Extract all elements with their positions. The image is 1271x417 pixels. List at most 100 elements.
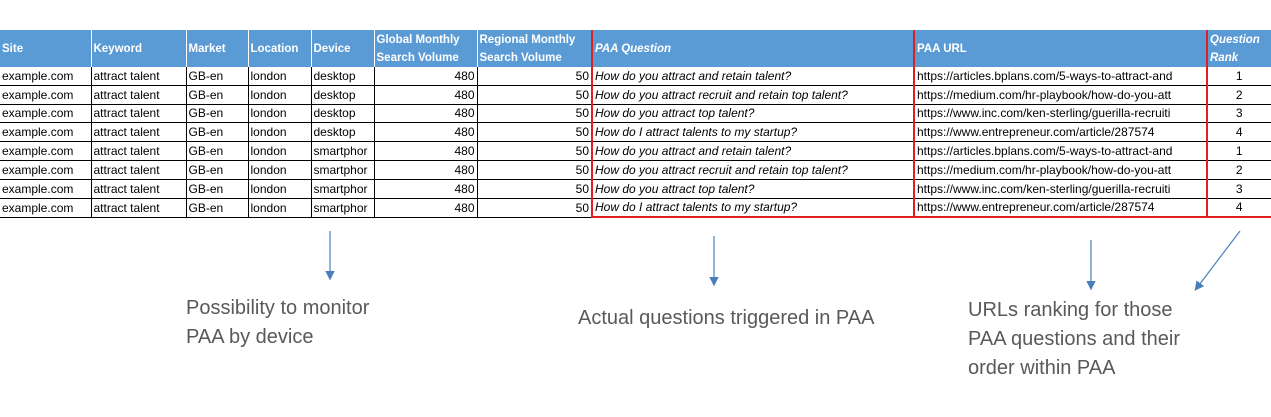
table-cell: GB-en — [186, 67, 249, 86]
table-cell: attract talent — [91, 67, 187, 86]
column-header: Site — [0, 30, 92, 67]
table-cell: https://www.inc.com/ken-sterling/guerill… — [913, 104, 1208, 124]
table-cell: example.com — [0, 179, 92, 199]
table-cell: https://articles.bplans.com/5-ways-to-at… — [913, 67, 1208, 86]
table-cell: desktop — [311, 122, 375, 143]
table-cell: 480 — [374, 160, 478, 180]
column-header: Location — [248, 30, 312, 67]
column-header: Global Monthly Search Volume — [374, 30, 478, 67]
table-cell: london — [248, 141, 312, 161]
table-cell: GB-en — [186, 160, 249, 180]
annotation-line: PAA questions and their — [968, 328, 1180, 350]
column-header: PAA Question — [591, 30, 915, 67]
table-cell: https://www.entrepreneur.com/article/287… — [913, 198, 1208, 219]
column-header: Question Rank — [1206, 30, 1271, 67]
table-cell: GB-en — [186, 198, 249, 218]
table-row: example.com attract talent GB-en london desk… — [0, 67, 1271, 86]
table-cell: example.com — [0, 198, 92, 218]
table-cell: desktop — [311, 67, 375, 86]
table-cell: https://www.entrepreneur.com/article/287… — [913, 122, 1208, 143]
annotation: Actual questions triggered in PAA — [578, 304, 874, 333]
table-cell: How do you attract top talent? — [591, 179, 915, 199]
annotation-line: PAA by device — [186, 326, 314, 348]
table-cell: How do I attract talents to my startup? — [591, 122, 915, 143]
table-cell: 480 — [374, 85, 478, 105]
table-row: example.com attract talent GB-en london desk… — [0, 122, 1271, 143]
column-header: PAA URL — [913, 30, 1208, 67]
table-cell: 50 — [477, 67, 593, 86]
table-row: example.com attract talent GB-en london smar… — [0, 198, 1271, 219]
table-cell: GB-en — [186, 85, 249, 105]
annotation-line: Possibility to monitor — [186, 297, 370, 319]
table-cell: 50 — [477, 122, 593, 143]
table-cell: desktop — [311, 104, 375, 124]
table-cell: 480 — [374, 198, 478, 218]
table-cell: 480 — [374, 179, 478, 199]
annotation-line: Actual questions triggered in PAA — [578, 307, 875, 329]
table-cell: GB-en — [186, 179, 249, 199]
table-cell: example.com — [0, 104, 92, 124]
table-cell: 50 — [477, 85, 593, 105]
table-row: example.com attract talent GB-en london smar… — [0, 160, 1271, 180]
table-cell: 480 — [374, 67, 478, 86]
header-row: Site Keyword Market Location Device Global Mo… — [0, 30, 1271, 67]
table-cell: example.com — [0, 160, 92, 180]
table-body: example.com attract talent GB-en london desk… — [0, 67, 1271, 219]
table-cell: How do you attract top talent? — [591, 104, 915, 124]
table-cell: 50 — [477, 160, 593, 180]
spreadsheet: Site Keyword Market Location Device Global Mo… — [0, 30, 1271, 219]
table-cell: attract talent — [91, 85, 187, 105]
table-cell: london — [248, 122, 312, 143]
table-cell: example.com — [0, 67, 92, 86]
table-cell: london — [248, 104, 312, 124]
table-cell: example.com — [0, 141, 92, 161]
table-row: example.com attract talent GB-en london desk… — [0, 104, 1271, 124]
table-cell: attract talent — [91, 179, 187, 199]
table-row: example.com attract talent GB-en london desk… — [0, 85, 1271, 105]
table-cell: london — [248, 160, 312, 180]
annotation: URLs ranking for those PAA questions and … — [968, 296, 1180, 383]
table-cell: attract talent — [91, 104, 187, 124]
table-cell: 480 — [374, 122, 478, 143]
arrow — [1194, 230, 1241, 291]
table-cell: attract talent — [91, 160, 187, 180]
table-cell: 480 — [374, 141, 478, 161]
table-cell: https://articles.bplans.com/5-ways-to-at… — [913, 141, 1208, 161]
annotation-line: order within PAA — [968, 357, 1116, 379]
table-cell: How do you attract recruit and retain to… — [591, 85, 915, 105]
table-cell: desktop — [311, 85, 375, 105]
table-cell: attract talent — [91, 122, 187, 143]
table-cell: smartphor — [311, 160, 375, 180]
table-cell: How do you attract and retain talent? — [591, 67, 915, 86]
column-header: Device — [311, 30, 375, 67]
table-row: example.com attract talent GB-en london smar… — [0, 179, 1271, 199]
table-cell: GB-en — [186, 141, 249, 161]
table-cell: london — [248, 198, 312, 218]
table-cell: smartphor — [311, 141, 375, 161]
table-cell: london — [248, 67, 312, 86]
table-cell: 480 — [374, 104, 478, 124]
table-cell: 50 — [477, 141, 593, 161]
table-cell: london — [248, 179, 312, 199]
table-cell: example.com — [0, 122, 92, 143]
column-header: Keyword — [91, 30, 187, 67]
table-cell: smartphor — [311, 179, 375, 199]
table-cell: attract talent — [91, 141, 187, 161]
table-cell: attract talent — [91, 198, 187, 218]
table-cell: How do you attract recruit and retain to… — [591, 160, 915, 180]
column-header: Regional Monthly Search Volume — [477, 30, 593, 67]
annotation: Possibility to monitor PAA by device — [186, 294, 369, 352]
table-cell: example.com — [0, 85, 92, 105]
annotation-line: URLs ranking for those — [968, 299, 1173, 321]
table-cell: london — [248, 85, 312, 105]
table-cell: GB-en — [186, 122, 249, 143]
table-cell: 50 — [477, 179, 593, 199]
table-cell: https://medium.com/hr-playbook/how-do-yo… — [913, 85, 1208, 105]
table-cell: https://www.inc.com/ken-sterling/guerill… — [913, 179, 1208, 199]
table-cell: https://medium.com/hr-playbook/how-do-yo… — [913, 160, 1208, 180]
table-cell: GB-en — [186, 104, 249, 124]
table-cell: smartphor — [311, 198, 375, 218]
column-header: Market — [186, 30, 249, 67]
